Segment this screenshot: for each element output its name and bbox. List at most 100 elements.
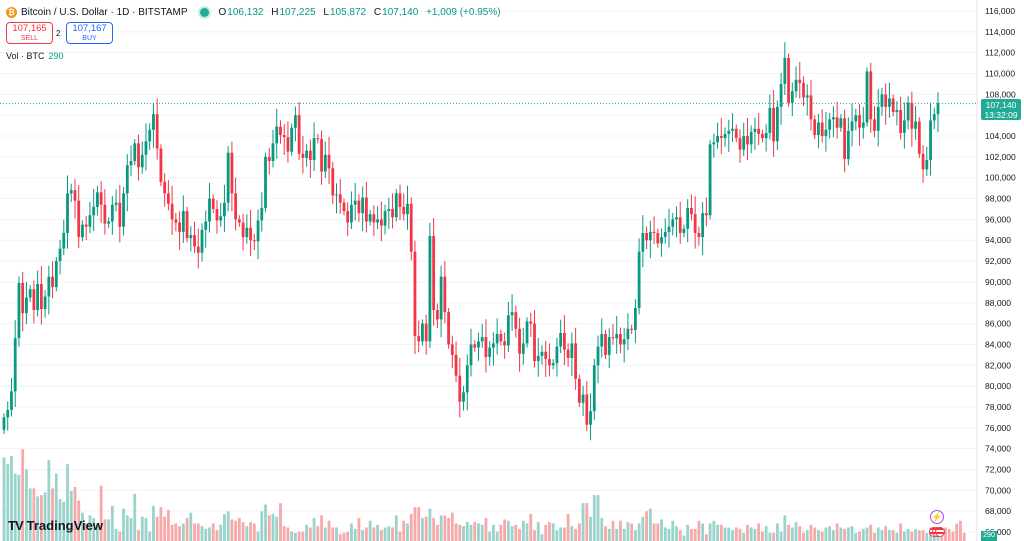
volume-bar — [749, 527, 753, 541]
volume-bar — [39, 495, 43, 541]
volume-bar — [140, 516, 144, 541]
volume-bar — [260, 511, 264, 541]
candle-body — [839, 118, 843, 128]
lightning-icon[interactable]: ⚡ — [930, 510, 944, 524]
volume-bar — [148, 531, 152, 541]
volume-bar — [533, 530, 536, 541]
candle-body — [267, 156, 271, 162]
candle-body — [929, 120, 932, 161]
candle-body — [850, 121, 854, 131]
volume-bar — [566, 514, 570, 541]
volume-bar — [114, 528, 118, 541]
candle-body — [125, 165, 129, 194]
candle-body — [906, 102, 910, 121]
volume-bar — [563, 527, 566, 541]
volume-bar — [372, 527, 376, 541]
candle-body — [323, 154, 327, 172]
volume-bar — [790, 527, 794, 541]
volume-bar — [477, 523, 480, 541]
volume-bar — [854, 532, 858, 541]
volume-indicator-label: Vol · BTC — [6, 51, 45, 61]
volume-bar — [577, 523, 581, 541]
candle-body — [99, 192, 103, 205]
candle-body — [701, 213, 705, 238]
volume-bar — [701, 523, 705, 541]
volume-indicator-legend[interactable]: Vol · BTC 290 — [6, 51, 64, 61]
candle-body — [805, 95, 809, 98]
volume-bar — [682, 535, 686, 541]
candle-body — [58, 248, 62, 262]
candle-body — [555, 346, 559, 364]
volume-bar — [2, 457, 6, 541]
last-price-value: 107,140 — [985, 100, 1017, 110]
candle-body — [731, 128, 734, 131]
candle-body — [884, 94, 888, 107]
candle-body — [264, 156, 267, 208]
candle-body — [305, 150, 309, 158]
candle-body — [787, 57, 790, 103]
candle-body — [697, 232, 701, 238]
candle-body — [533, 323, 536, 362]
candle-body — [391, 208, 394, 218]
candle-body — [469, 344, 473, 366]
candle-body — [376, 219, 379, 223]
volume-bar — [81, 512, 84, 541]
candle-body — [753, 128, 757, 132]
volume-bar — [417, 507, 421, 541]
volume-bar — [768, 532, 772, 541]
volume-bar — [731, 530, 734, 541]
economic-events-icon[interactable] — [929, 525, 945, 539]
candle-body — [477, 341, 480, 348]
sell-button[interactable]: 107,165 SELL — [6, 22, 53, 44]
price-axis-tick: 116,000 — [985, 6, 1015, 16]
volume-bar — [873, 532, 876, 541]
candle-body — [219, 216, 223, 221]
candle-body — [686, 207, 690, 229]
buy-button[interactable]: 107,167 BUY — [66, 22, 113, 44]
price-axis-tick: 70,000 — [985, 485, 1011, 495]
volume-bar — [727, 527, 731, 541]
candle-body — [764, 132, 768, 139]
volume-bar — [831, 530, 835, 541]
volume-bar — [125, 515, 129, 541]
candle-body — [719, 136, 723, 139]
candle-body — [428, 236, 432, 342]
volume-bar — [208, 527, 211, 541]
candle-body — [835, 117, 839, 128]
candle-body — [693, 214, 697, 233]
candle-body — [671, 219, 675, 227]
candle-body — [585, 394, 589, 425]
candle-body — [331, 168, 335, 196]
volume-bar — [379, 530, 383, 541]
candle-body — [645, 232, 648, 241]
volume-bar — [387, 526, 391, 541]
tradingview-logo[interactable]: TV TradingView — [8, 518, 103, 533]
volume-bar — [47, 460, 51, 541]
volume-bar — [439, 515, 443, 541]
candle-body — [92, 206, 96, 216]
volume-bar — [275, 516, 279, 541]
candle-body — [357, 200, 361, 214]
volume-bar — [667, 528, 671, 541]
candle-body — [656, 232, 660, 244]
candle-body — [200, 229, 204, 253]
volume-bar — [25, 469, 28, 541]
candle-body — [768, 107, 772, 133]
price-axis-tick: 96,000 — [985, 214, 1011, 224]
volume-bar — [630, 523, 634, 541]
candle-body — [577, 378, 581, 403]
candle-body — [761, 133, 764, 139]
volume-bar — [237, 518, 241, 541]
volume-bar — [226, 511, 230, 541]
candle-body — [286, 137, 290, 152]
symbol-title[interactable]: Bitcoin / U.S. Dollar · 1D · BITSTAMP — [21, 6, 188, 18]
volume-tag: 290 — [981, 531, 997, 541]
candle-body — [245, 227, 249, 238]
candle-body — [817, 122, 820, 135]
volume-bar — [21, 449, 25, 541]
volume-bar — [559, 527, 563, 541]
volume-bar — [398, 531, 402, 541]
candle-body — [607, 337, 611, 355]
